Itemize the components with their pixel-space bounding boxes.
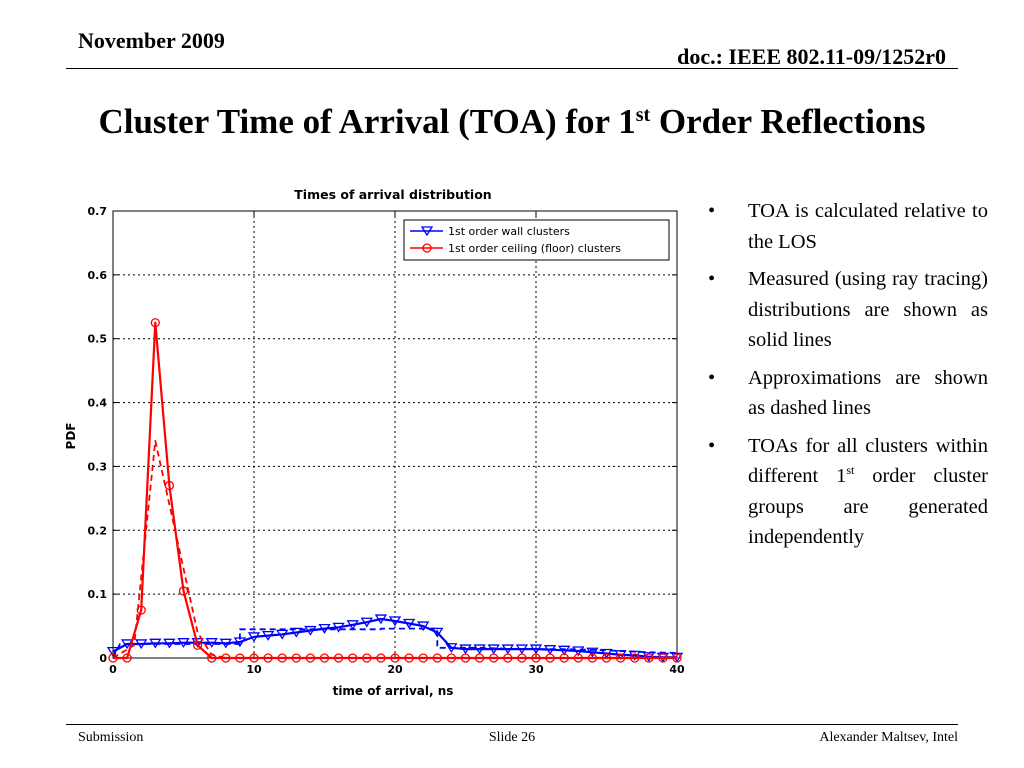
data-point-circle bbox=[446, 653, 457, 663]
data-point-triangle bbox=[332, 622, 345, 633]
chart-title: Times of arrival distribution bbox=[294, 187, 491, 202]
x-tick-label: 30 bbox=[528, 663, 544, 676]
data-point-triangle bbox=[177, 638, 190, 648]
data-point-triangle bbox=[572, 646, 585, 657]
y-tick-label: 0.7 bbox=[88, 205, 108, 218]
data-point-triangle bbox=[374, 614, 388, 625]
legend-box bbox=[403, 219, 670, 261]
data-point-triangle bbox=[106, 646, 120, 657]
slide-title: Cluster Time of Arrival (TOA) for 1st Or… bbox=[0, 102, 1024, 142]
data-point-triangle bbox=[304, 625, 317, 636]
data-point-triangle bbox=[247, 632, 261, 643]
y-axis-label: PDF bbox=[64, 423, 78, 450]
data-point-triangle bbox=[600, 648, 613, 659]
data-point-circle bbox=[277, 653, 287, 663]
bullet-dot-icon: • bbox=[708, 268, 716, 290]
bullet-text-rest: order cluster groups are generated indep… bbox=[748, 465, 988, 548]
data-point-circle bbox=[615, 653, 626, 663]
x-tick-label: 0 bbox=[109, 663, 117, 676]
footer-slide-number: Slide 26 bbox=[488, 730, 536, 745]
data-point-triangle bbox=[388, 616, 402, 627]
title-main: Cluster Time of Arrival (TOA) for 1 bbox=[98, 102, 636, 141]
x-tick-label: 10 bbox=[246, 663, 262, 676]
bullet-item: • Measured (using ray tracing) distributi… bbox=[706, 264, 988, 356]
data-point-triangle bbox=[417, 621, 430, 632]
bullet-text: Measured (using ray tracing) distributio… bbox=[748, 268, 988, 351]
bullet-dot-icon: • bbox=[708, 200, 716, 222]
y-tick-label: 0.5 bbox=[88, 333, 108, 346]
footer-submission: Submission bbox=[78, 730, 144, 745]
footer-rule bbox=[66, 724, 958, 725]
data-point-triangle bbox=[402, 618, 416, 629]
legend-circle-marker-icon bbox=[422, 243, 432, 253]
data-point-triangle bbox=[205, 638, 218, 648]
data-point-circle bbox=[587, 653, 598, 663]
data-point-triangle bbox=[642, 652, 655, 662]
data-point-triangle bbox=[431, 627, 444, 638]
data-point-triangle bbox=[360, 617, 373, 628]
x-tick-label: 20 bbox=[387, 663, 403, 676]
y-tick-label: 0.3 bbox=[88, 460, 108, 473]
bullet-item: • TOAs for all clusters within different … bbox=[706, 431, 988, 553]
y-tick-label: 0.1 bbox=[88, 588, 108, 601]
legend: 1st order wall clusters 1st order ceilin… bbox=[403, 219, 670, 261]
data-point-triangle bbox=[473, 644, 486, 655]
header-rule bbox=[66, 68, 958, 69]
data-point-triangle bbox=[487, 644, 500, 655]
bullet-item: • TOA is calculated relative to the LOS bbox=[706, 196, 988, 257]
data-point-triangle bbox=[586, 647, 599, 658]
series-layer bbox=[106, 318, 684, 663]
data-point-triangle bbox=[261, 631, 275, 641]
series-line-dashed bbox=[112, 439, 677, 659]
title-superscript: st bbox=[635, 104, 651, 126]
y-tick-label: 0.4 bbox=[88, 397, 108, 410]
data-point-circle bbox=[376, 653, 386, 663]
header-date: November 2009 bbox=[78, 28, 225, 53]
bullet-text: TOA is calculated relative to the LOS bbox=[748, 200, 988, 253]
grid-lines bbox=[113, 211, 677, 658]
bullet-text: Approximations are shown as dashed lines bbox=[748, 366, 988, 420]
bullet-item: • Approximations are shown as dashed line… bbox=[706, 363, 988, 424]
legend-label-ceiling: 1st order ceiling (floor) clusters bbox=[448, 242, 621, 255]
data-point-triangle bbox=[346, 620, 359, 631]
legend-triangle-marker-icon bbox=[420, 226, 434, 237]
data-point-triangle bbox=[558, 645, 571, 656]
data-point-circle bbox=[517, 653, 527, 663]
data-point-circle bbox=[108, 653, 118, 663]
x-axis-label: time of arrival, ns bbox=[333, 684, 454, 698]
bullet-list: • TOA is calculated relative to the LOS •… bbox=[706, 196, 988, 560]
bullet-dot-icon: • bbox=[708, 434, 716, 457]
x-tick-label: 40 bbox=[669, 663, 685, 676]
data-point-triangle bbox=[459, 644, 472, 655]
header-doc-id: doc.: IEEE 802.11-09/1252r0 bbox=[677, 44, 946, 69]
series-line bbox=[112, 617, 677, 659]
footer-author: Alexander Maltsev, Intel bbox=[819, 730, 958, 745]
y-tick-label: 0.2 bbox=[88, 524, 108, 537]
legend-label-wall: 1st order wall clusters bbox=[448, 225, 570, 238]
data-point-circle bbox=[192, 640, 203, 650]
data-point-circle bbox=[150, 318, 160, 328]
data-point-circle bbox=[136, 605, 146, 615]
bullet-text: TOAs for all clusters within different 1 bbox=[748, 434, 988, 488]
y-tick-label: 0 bbox=[99, 652, 107, 665]
bullet-dot-icon: • bbox=[708, 366, 716, 389]
data-point-circle bbox=[178, 586, 189, 596]
toa-distribution-chart: Times of arrival distribution 0 10 20 30 40 0… bbox=[58, 178, 700, 698]
y-tick-label: 0.6 bbox=[88, 269, 108, 282]
title-rest: Order Reflections bbox=[650, 102, 926, 141]
bullet-superscript: st bbox=[846, 463, 855, 478]
data-point-circle bbox=[122, 653, 132, 663]
data-point-triangle bbox=[290, 627, 303, 638]
data-point-triangle bbox=[276, 629, 289, 640]
